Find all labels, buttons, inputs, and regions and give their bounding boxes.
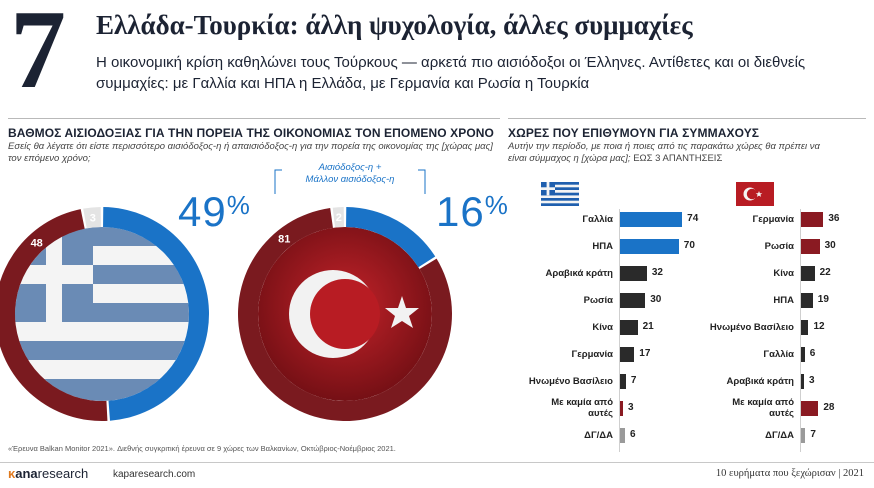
greece-bar-value: 17 xyxy=(639,348,651,359)
turkey-bar xyxy=(801,347,805,362)
turkey-bar xyxy=(801,212,824,227)
greece-optimism-value: 49% xyxy=(178,188,251,236)
turkey-donut-slice-2 xyxy=(332,207,344,228)
right-section-rule xyxy=(508,118,866,119)
turkey-bar-value: 22 xyxy=(819,267,831,278)
turkey-bar-label: Με καμία από αυτές xyxy=(732,397,794,419)
greece-bar-label: Αραβικά κράτη xyxy=(545,268,613,279)
greece-donut-slice-0 xyxy=(103,207,209,421)
legend-note-line2: Μάλλον αισιόδοξος-η xyxy=(305,174,395,185)
right-section-question: Αυτήν την περίοδο, με ποια ή ποιες από τ… xyxy=(508,141,838,165)
legend-note: Αισιόδοξος-η + Μάλλον αισιόδοξος-η xyxy=(280,162,420,186)
greece-bar-label: ΗΠΑ xyxy=(592,241,613,252)
turkey-bar xyxy=(801,239,820,254)
greece-bar xyxy=(620,428,626,443)
turkey-pct-sign: % xyxy=(484,190,509,220)
turkey-bar-label: ΔΓ/ΔΑ xyxy=(765,430,794,441)
greece-bar-label: Γερμανία xyxy=(571,349,613,360)
greece-donut-slice-2 xyxy=(83,207,101,229)
turkey-bar-value: 12 xyxy=(813,321,825,332)
greece-bar-value: 32 xyxy=(651,267,663,278)
brand-mark: κ xyxy=(8,466,16,481)
greece-bar-value: 30 xyxy=(650,294,662,305)
greece-bar xyxy=(620,320,638,335)
greece-bar-value: 6 xyxy=(630,429,636,440)
greece-donut-slice-1 xyxy=(0,209,108,421)
turkey-pct-number: 16 xyxy=(436,188,485,235)
greece-donut-label-2: 3 xyxy=(90,212,96,224)
turkey-bar-value: 19 xyxy=(817,294,829,305)
turkey-bar-label: ΗΠΑ xyxy=(773,295,794,306)
greece-bar xyxy=(620,212,683,227)
turkey-bar xyxy=(801,266,815,281)
turkey-bar-label: Αραβικά κράτη xyxy=(726,376,794,387)
greece-pct-sign: % xyxy=(226,190,251,220)
turkey-donut-label-2: 2 xyxy=(336,212,342,224)
greece-bar-value: 74 xyxy=(687,213,699,224)
source-note: «Έρευνα Balkan Monitor 2021». Διεθνής συ… xyxy=(8,444,396,453)
footer-series-title: 10 ευρήματα που ξεχώρισαν | 2021 xyxy=(715,468,864,479)
turkey-bar-label: Κίνα xyxy=(773,268,794,279)
turkey-donut-slice-0 xyxy=(346,207,436,268)
turkey-flag-small xyxy=(736,182,774,206)
brand-bold: ana xyxy=(15,466,38,481)
legend-note-line1: Αισιόδοξος-η + xyxy=(318,162,382,173)
left-section-rule xyxy=(8,118,500,119)
greece-bar-value: 7 xyxy=(630,375,637,386)
greece-bar-value: 3 xyxy=(628,402,634,413)
brand-rest: research xyxy=(37,466,89,481)
greece-bar-label: ΔΓ/ΔΑ xyxy=(584,430,613,441)
turkey-bar-value: 7 xyxy=(810,429,816,440)
greece-bar-label: Ηνωμένο Βασίλειο xyxy=(528,376,613,387)
turkey-bar xyxy=(801,374,804,389)
turkey-bar-value: 30 xyxy=(824,240,836,251)
turkey-flag xyxy=(258,227,432,401)
donut-charts: 48 3 81 2 xyxy=(0,207,452,421)
greece-flag-small xyxy=(541,182,579,206)
greece-bar-value: 70 xyxy=(683,240,695,251)
turkey-bar xyxy=(801,428,806,443)
turkey-optimism-value: 16% xyxy=(436,188,509,236)
greece-bar xyxy=(620,239,679,254)
turkey-bar-label: Ηνωμένο Βασίλειο xyxy=(709,322,794,333)
ally-bar-charts: Γαλλία 74 ΗΠΑ 70 Αραβικά κράτη 32 Ρωσία 30 Κίνα 2… xyxy=(528,209,840,452)
section-number: 7 xyxy=(10,0,66,112)
greece-bar xyxy=(620,293,646,308)
brand-logo: κanaresearch xyxy=(8,466,88,481)
right-section-heading: ΧΩΡΕΣ ΠΟΥ ΕΠΙΘΥΜΟΥΝ ΓΙΑ ΣΥΜΜΑΧΟΥΣ xyxy=(508,126,760,140)
left-section-heading: ΒΑΘΜΟΣ ΑΙΣΙΟΔΟΞΙΑΣ ΓΙΑ ΤΗΝ ΠΟΡΕΙΑ ΤΗΣ ΟΙ… xyxy=(8,126,494,140)
greece-bar-label: Κίνα xyxy=(592,322,613,333)
turkey-bar-value: 28 xyxy=(823,402,835,413)
greece-bar-axis xyxy=(619,209,620,452)
greece-bar-label: Γαλλία xyxy=(582,214,613,225)
footer-bar xyxy=(0,462,874,488)
page-title: Ελλάδα-Τουρκία: άλλη ψυχολογία, άλλες συ… xyxy=(96,10,693,40)
legend-connector xyxy=(274,169,426,194)
turkey-bar-value: 36 xyxy=(828,213,840,224)
page-subtitle: Η οικονομική κρίση καθηλώνει τους Τούρκο… xyxy=(96,54,806,92)
greece-bar-label: Με καμία από αυτές xyxy=(551,397,613,419)
greece-pct-number: 49 xyxy=(178,188,227,235)
turkey-bar-axis xyxy=(800,209,801,452)
greece-donut-label-1: 48 xyxy=(31,237,43,249)
greece-bar-label: Ρωσία xyxy=(583,295,613,306)
right-question-tail: ΕΩΣ 3 ΑΠΑΝΤΗΣΕΙΣ xyxy=(633,153,723,164)
turkey-bar-label: Γερμανία xyxy=(752,214,794,225)
website-link[interactable]: kaparesearch.com xyxy=(113,469,196,480)
turkey-bar-value: 3 xyxy=(809,375,815,386)
greece-bar-value: 21 xyxy=(642,321,654,332)
greece-bar xyxy=(620,374,626,389)
turkey-bar xyxy=(801,293,813,308)
right-question-text: Αυτήν την περίοδο, με ποια ή ποιες από τ… xyxy=(508,141,820,164)
greece-bar xyxy=(620,347,635,362)
turkey-bar-value: 6 xyxy=(809,348,816,359)
turkey-bar xyxy=(801,320,809,335)
turkey-donut-label-1: 81 xyxy=(278,233,290,245)
turkey-bar xyxy=(801,401,819,416)
turkey-bar-label: Ρωσία xyxy=(764,241,794,252)
greece-bar xyxy=(620,266,647,281)
turkey-bar-label: Γαλλία xyxy=(763,349,794,360)
left-section-question: Εσείς θα λέγατε ότι είστε περισσότερο αι… xyxy=(8,141,493,164)
greece-bar xyxy=(620,401,623,416)
